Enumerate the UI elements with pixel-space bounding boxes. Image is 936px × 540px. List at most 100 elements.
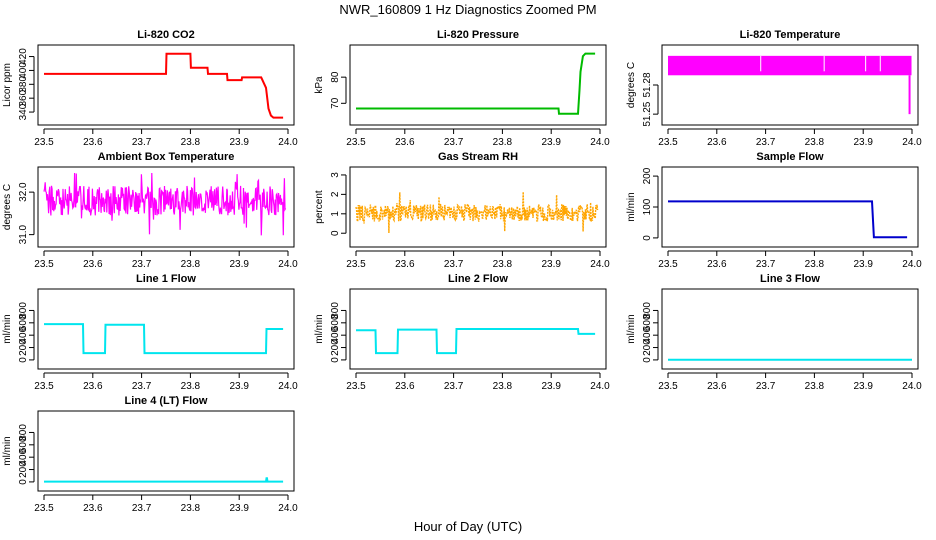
y-tick-label: 51.28 [642, 72, 653, 97]
y-tick-label: 0 [18, 479, 29, 485]
series-line [668, 200, 908, 239]
y-tick-label: 600 [642, 314, 653, 331]
panel-8: Line 3 Flow 23.5 23.6 23.7 23.8 23.9 24.0 02004… [626, 273, 922, 392]
x-tick-label: 23.8 [493, 259, 513, 270]
figure-title: NWR_160809 1 Hz Diagnostics Zoomed PM [339, 2, 596, 17]
x-tick-label: 23.9 [853, 381, 873, 392]
y-tick-label: 80 [330, 71, 341, 83]
x-tick-label: 23.9 [229, 137, 249, 148]
y-tick-label: 1 [330, 211, 341, 217]
series-line [355, 191, 599, 234]
x-axis: 23.5 23.6 23.7 23.8 23.9 24.0 [658, 372, 922, 392]
x-tick-label: 23.5 [34, 259, 54, 270]
y-axis: 31.0 32.0 [18, 182, 35, 244]
y-tick-label: 0 [330, 357, 341, 363]
panel-data [668, 200, 908, 239]
y-tick-label: 200 [18, 461, 29, 478]
x-tick-label: 23.5 [34, 137, 54, 148]
x-tick-label: 23.9 [229, 503, 249, 514]
y-tick-label: 400 [18, 326, 29, 343]
x-tick-label: 23.8 [181, 381, 201, 392]
x-tick-label: 23.5 [658, 137, 678, 148]
x-tick-label: 24.0 [902, 137, 922, 148]
x-axis: 23.5 23.6 23.7 23.8 23.9 24.0 [346, 372, 610, 392]
series-line [43, 172, 287, 236]
x-axis: 23.5 23.6 23.7 23.8 23.9 24.0 [34, 128, 298, 148]
x-tick-label: 24.0 [590, 259, 610, 270]
x-axis: 23.5 23.6 23.7 23.8 23.9 24.0 [34, 372, 298, 392]
series-band [668, 55, 912, 76]
panel-5: Sample Flow 23.5 23.6 23.7 23.8 23.9 24.0 0 100 2… [626, 151, 922, 270]
x-tick-label: 23.6 [395, 259, 415, 270]
plot-frame [349, 166, 607, 248]
x-tick-label: 23.8 [805, 381, 825, 392]
x-tick-label: 24.0 [590, 381, 610, 392]
panel-data [43, 172, 287, 236]
x-axis: 23.5 23.6 23.7 23.8 23.9 24.0 [658, 128, 922, 148]
x-tick-label: 24.0 [902, 381, 922, 392]
x-tick-label: 23.9 [853, 137, 873, 148]
x-tick-label: 23.5 [658, 381, 678, 392]
panel-7: Line 2 Flow 23.5 23.6 23.7 23.8 23.9 24.0 02004… [314, 273, 610, 392]
x-tick-label: 23.9 [541, 259, 561, 270]
y-axis: 0 1 2 3 [330, 172, 347, 236]
x-tick-label: 23.8 [181, 259, 201, 270]
series-line [44, 52, 284, 119]
y-tick-label: 100 [642, 198, 653, 215]
plot-frame [349, 44, 607, 126]
x-tick-label: 24.0 [278, 137, 298, 148]
y-axis: 51.25 51.28 [642, 72, 659, 127]
x-tick-label: 23.6 [395, 381, 415, 392]
y-axis-label: ml/min [2, 436, 13, 465]
y-tick-label: 3 [330, 172, 341, 178]
y-axis-label: percent [314, 190, 325, 224]
x-axis: 23.5 23.6 23.7 23.8 23.9 24.0 [34, 494, 298, 514]
x-tick-label: 23.8 [181, 503, 201, 514]
x-tick-label: 23.7 [132, 503, 152, 514]
panel-data [355, 191, 599, 234]
y-tick-label: 600 [330, 314, 341, 331]
y-tick-label: 0 [18, 357, 29, 363]
panel-data [356, 52, 596, 115]
y-tick-label: 51.25 [642, 101, 653, 126]
y-tick-label: 0 [330, 230, 341, 236]
x-tick-label: 23.5 [658, 259, 678, 270]
series-line [356, 52, 596, 115]
plot-frame [661, 288, 919, 370]
panel-title: Line 4 (LT) Flow [125, 395, 208, 407]
y-tick-label: 2 [330, 191, 341, 197]
panel-1: Li-820 Pressure 23.5 23.6 23.7 23.8 23.9 24.0 7… [314, 29, 610, 148]
x-tick-label: 23.7 [444, 259, 464, 270]
x-tick-label: 23.6 [83, 381, 103, 392]
plot-frame [37, 44, 295, 126]
x-tick-label: 23.6 [707, 259, 727, 270]
y-tick-label: 800 [18, 302, 29, 319]
y-tick-label: 600 [18, 314, 29, 331]
plot-frame [37, 410, 295, 492]
y-tick-label: 340 [18, 103, 29, 120]
y-axis-label: degrees C [2, 184, 13, 230]
series-line [356, 328, 596, 355]
y-tick-label: 200 [642, 167, 653, 184]
x-tick-label: 23.9 [541, 381, 561, 392]
x-tick-label: 23.5 [34, 503, 54, 514]
y-tick-label: 360 [18, 89, 29, 106]
x-tick-label: 23.9 [541, 137, 561, 148]
x-tick-label: 24.0 [590, 137, 610, 148]
y-tick-label: 800 [18, 424, 29, 441]
x-tick-label: 23.8 [181, 137, 201, 148]
y-tick-label: 32.0 [18, 182, 29, 202]
y-axis-label: kPa [314, 76, 325, 94]
x-tick-label: 24.0 [278, 503, 298, 514]
x-tick-label: 24.0 [278, 259, 298, 270]
panel-data [44, 323, 284, 355]
x-tick-label: 24.0 [278, 381, 298, 392]
y-tick-label: 200 [642, 339, 653, 356]
y-tick-label: 70 [330, 97, 341, 109]
x-tick-label: 23.9 [853, 259, 873, 270]
